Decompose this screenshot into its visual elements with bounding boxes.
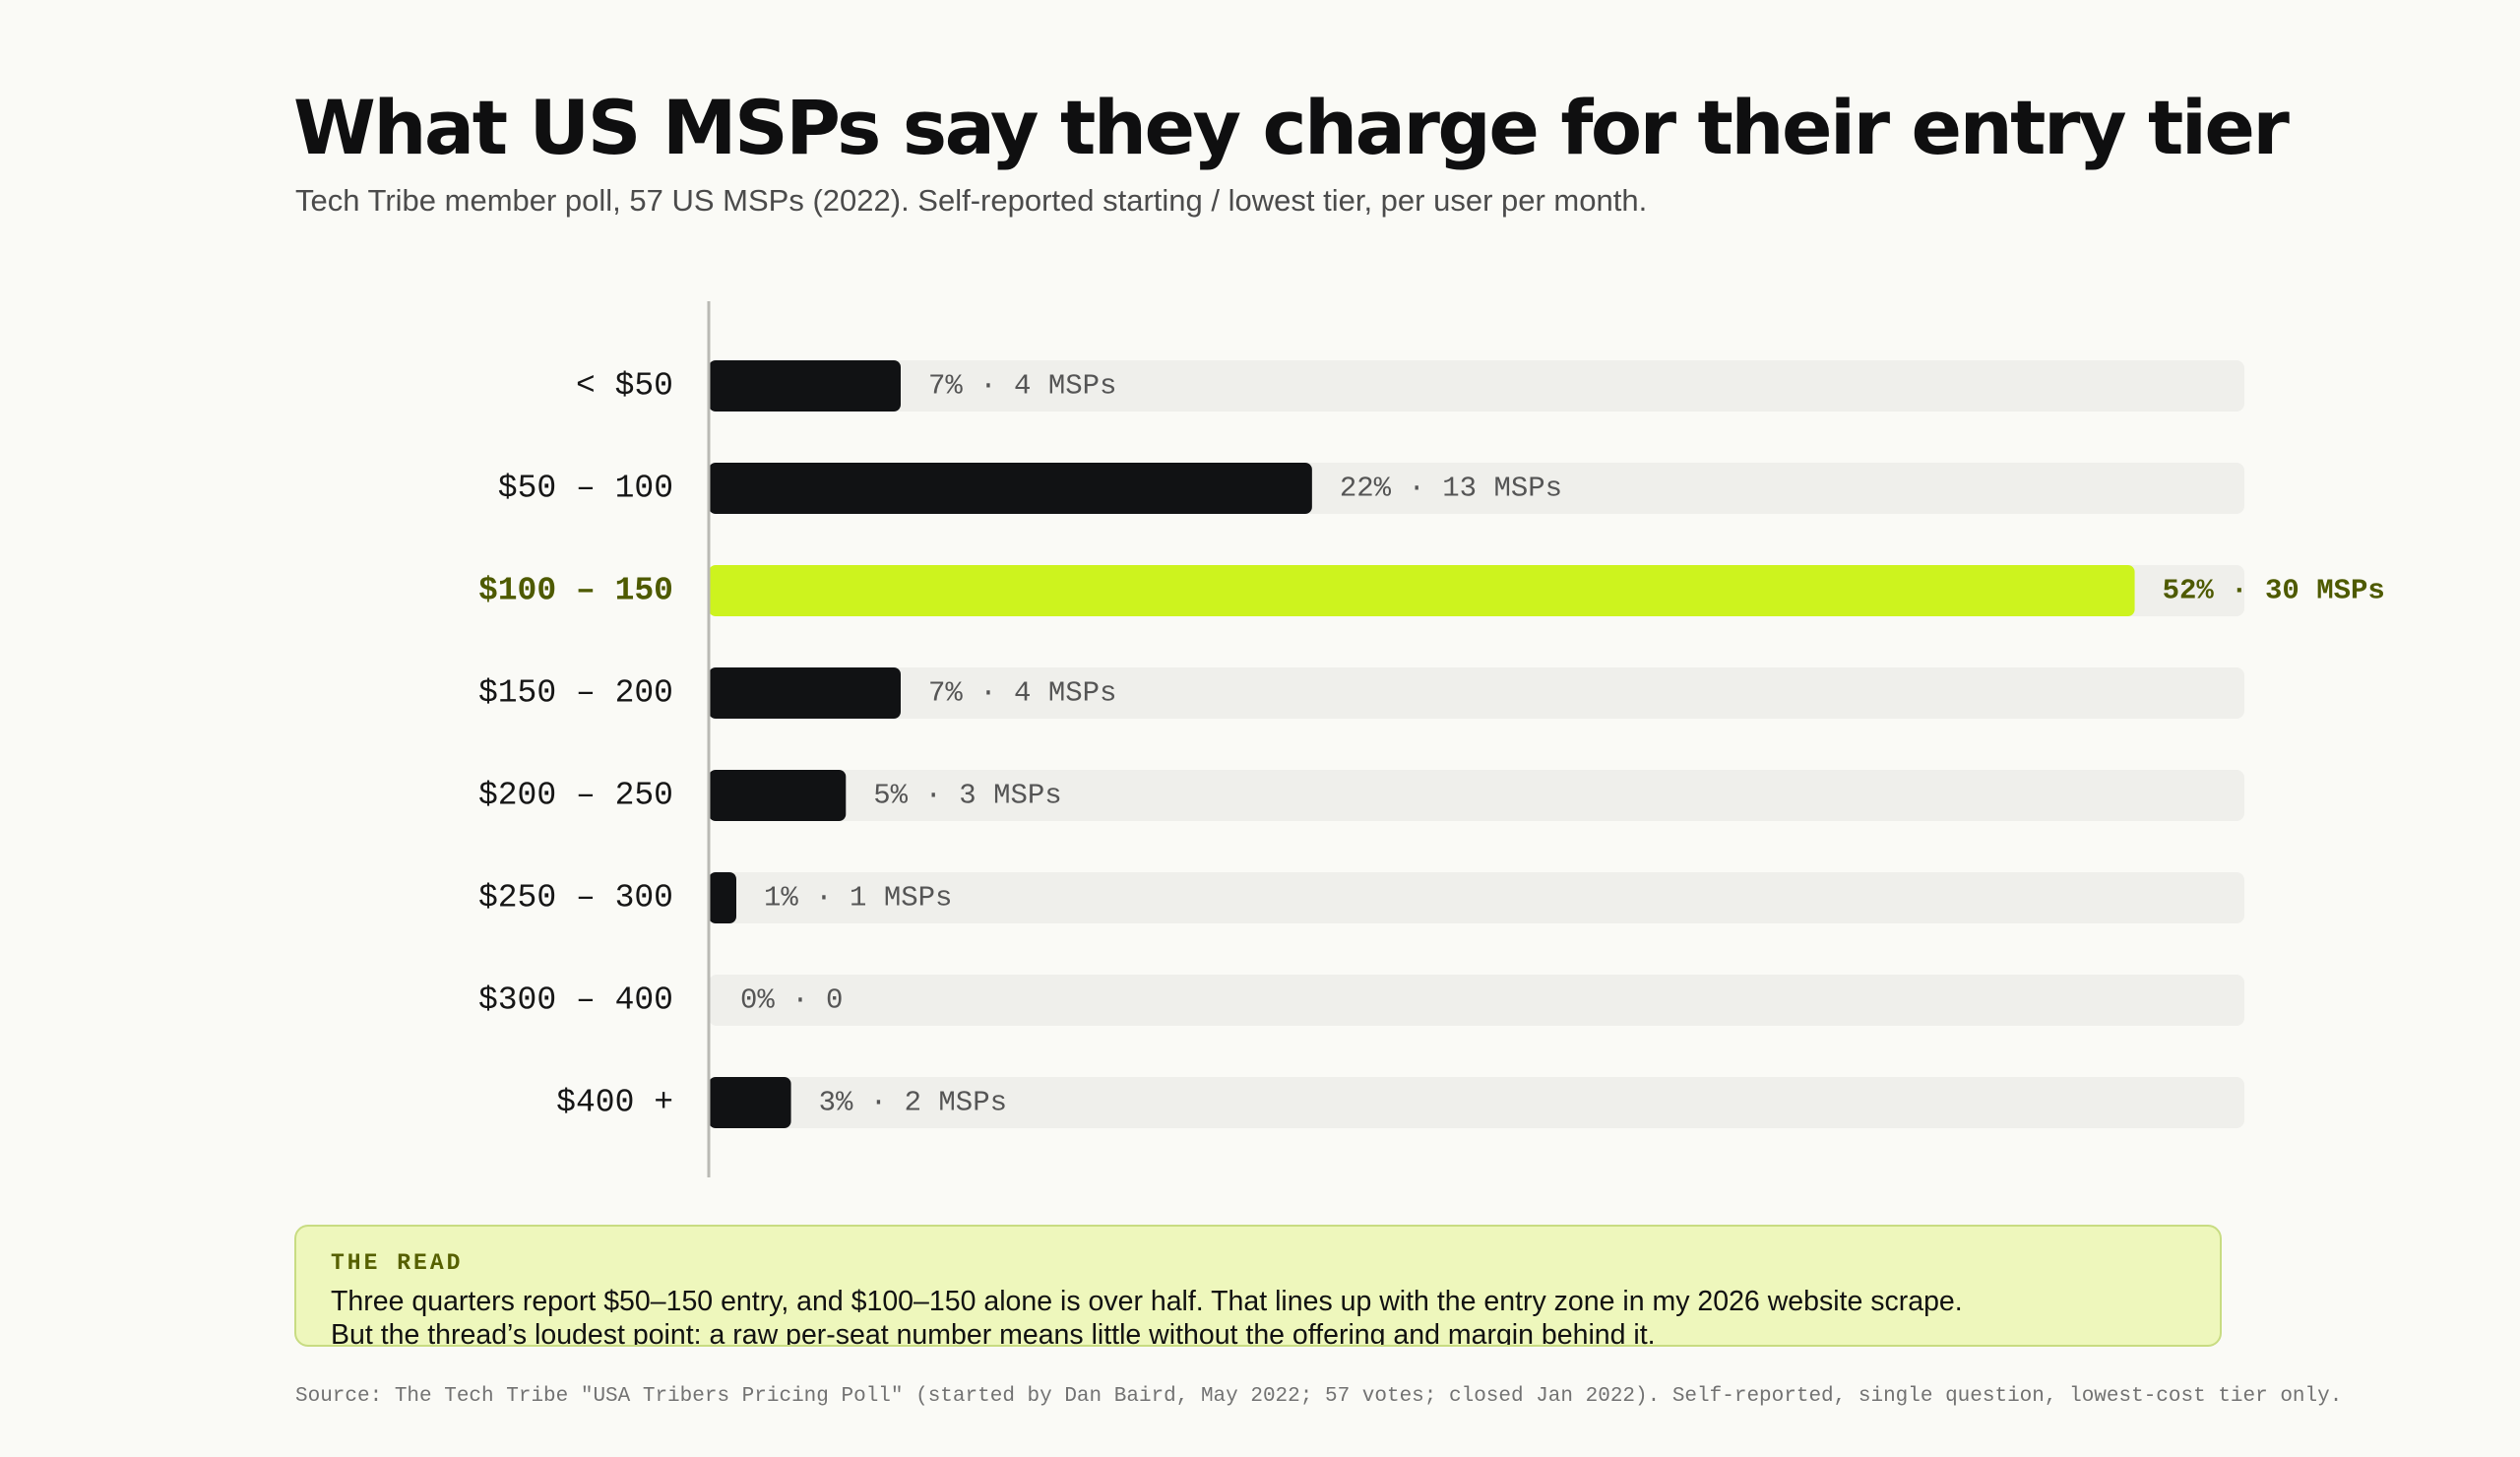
data-label: 52% · 30 MSPs <box>2163 575 2385 607</box>
category-label: $50 – 100 <box>498 471 673 507</box>
data-label: 0% · 0 <box>740 984 843 1017</box>
category-label: $300 – 400 <box>478 982 673 1019</box>
category-label: $100 – 150 <box>478 573 673 609</box>
bar <box>709 463 1312 514</box>
data-label: 5% · 3 MSPs <box>873 780 1061 812</box>
chart-subtitle: Tech Tribe member poll, 57 US MSPs (2022… <box>295 183 1648 218</box>
bar <box>709 872 736 923</box>
bar <box>709 565 2135 616</box>
data-label: 7% · 4 MSPs <box>928 370 1116 403</box>
bar-track <box>709 872 2244 923</box>
the-read-callout: THE READ Three quarters report $50–150 e… <box>294 1225 2222 1347</box>
the-read-kicker: THE READ <box>331 1250 464 1276</box>
data-label: 3% · 2 MSPs <box>819 1087 1007 1119</box>
bar <box>709 770 847 821</box>
bar <box>709 1077 791 1128</box>
bar-track <box>709 770 2244 821</box>
chart-title: What US MSPs say they charge for their e… <box>293 84 2290 171</box>
data-label: 1% · 1 MSPs <box>764 882 952 915</box>
data-label: 22% · 13 MSPs <box>1340 473 1562 505</box>
category-label: $150 – 200 <box>478 675 673 712</box>
bar <box>709 667 901 719</box>
category-label: < $50 <box>576 368 673 405</box>
data-label: 7% · 4 MSPs <box>928 677 1116 710</box>
bar-track <box>709 667 2244 719</box>
category-label: $250 – 300 <box>478 880 673 917</box>
the-read-line-1: Three quarters report $50–150 entry, and… <box>331 1286 1963 1317</box>
bar-track <box>709 1077 2244 1128</box>
the-read-text: Three quarters report $50–150 entry, and… <box>331 1285 1963 1347</box>
source-note: Source: The Tech Tribe "USA Tribers Pric… <box>295 1385 2343 1408</box>
the-read-line-2: But the thread’s loudest point: a raw pe… <box>331 1319 1656 1347</box>
bar-chart: < $50 7% · 4 MSPs $50 – 100 22% · 13 MSPs $1… <box>478 301 2385 1177</box>
category-label: $400 + <box>556 1085 673 1121</box>
bar <box>709 360 901 412</box>
bar-track <box>709 975 2244 1026</box>
bar-track <box>709 360 2244 412</box>
category-label: $200 – 250 <box>478 778 673 814</box>
